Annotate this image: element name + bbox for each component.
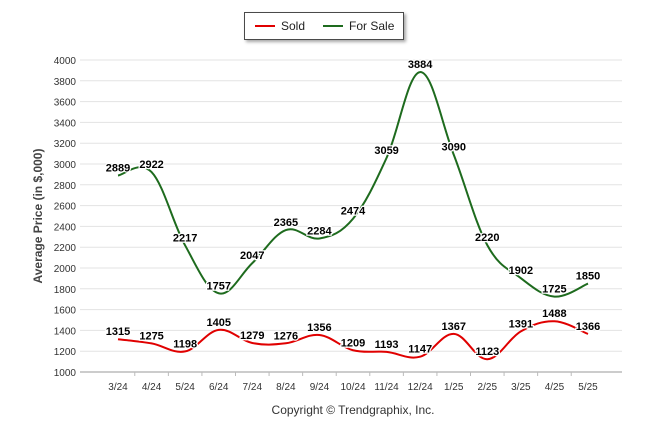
y-tick-label: 3200 <box>54 139 77 150</box>
for-sale-data-label: 2284 <box>307 225 332 237</box>
y-tick-label: 2600 <box>54 202 77 213</box>
sold-data-label: 1279 <box>240 330 264 342</box>
x-tick-label: 2/25 <box>478 382 498 393</box>
for-sale-data-label: 2047 <box>240 250 264 262</box>
y-axis-title: Average Price (in $,000) <box>31 148 45 284</box>
data-labels: 1315 1275 1198 1405 1279 1276 1356 1209 1193 1147… <box>105 58 602 360</box>
for-sale-swatch <box>323 25 344 27</box>
copyright-text: Copyright © Trendgraphix, Inc. <box>271 403 435 417</box>
y-tick-label: 2800 <box>54 181 77 192</box>
sold-data-label: 1275 <box>139 330 163 342</box>
sold-data-label: 1366 <box>576 321 600 333</box>
y-tick-label: 3800 <box>54 77 77 88</box>
sold-data-label: 1147 <box>408 344 432 356</box>
sold-data-label: 1391 <box>509 318 533 330</box>
sold-data-label: 1315 <box>106 326 130 338</box>
y-tick-label: 2000 <box>54 264 77 275</box>
for-sale-data-label: 3059 <box>374 145 398 157</box>
sold-data-label: 1198 <box>173 338 197 350</box>
x-tick-label: 9/24 <box>310 382 330 393</box>
for-sale-data-label: 2365 <box>274 217 298 229</box>
legend-label-sold: Sold <box>281 19 306 33</box>
for-sale-data-label: 2474 <box>341 206 366 218</box>
for-sale-data-label: 2889 <box>106 163 130 175</box>
y-tick-label: 1400 <box>54 326 77 337</box>
axes: 1000 1200 1400 1600 1800 2000 2200 2400 2600 2800… <box>54 56 622 393</box>
y-tick-label: 1600 <box>54 306 77 317</box>
for-sale-data-label: 2220 <box>475 232 499 244</box>
y-tick-label: 1000 <box>54 368 77 379</box>
y-tick-label: 1800 <box>54 285 77 296</box>
sold-data-label: 1367 <box>441 321 465 333</box>
series-lines <box>117 71 589 361</box>
sold-series-line <box>117 320 589 361</box>
y-tick-label: 4000 <box>54 56 77 67</box>
sold-swatch <box>255 25 275 27</box>
x-tick-label: 4/24 <box>142 382 162 393</box>
sold-data-label: 1356 <box>307 322 331 334</box>
legend-item-for-sale[interactable]: For Sale <box>323 19 394 33</box>
sold-data-label: 1488 <box>542 308 566 320</box>
x-tick-label: 10/24 <box>340 382 365 393</box>
for-sale-series-line <box>117 71 589 298</box>
x-tick-label: 5/24 <box>175 382 195 393</box>
sold-data-label: 1209 <box>341 337 365 349</box>
x-tick-label: 8/24 <box>276 382 296 393</box>
for-sale-data-label: 1725 <box>542 284 566 296</box>
x-tick-label: 3/24 <box>108 382 128 393</box>
y-tick-label: 1200 <box>54 347 77 358</box>
legend[interactable]: Sold For Sale <box>244 12 404 40</box>
x-tick-label: 3/25 <box>511 382 531 393</box>
x-tick-label: 11/24 <box>374 382 399 393</box>
x-tick-label: 6/24 <box>209 382 229 393</box>
x-tick-label: 1/25 <box>444 382 464 393</box>
for-sale-data-label: 2217 <box>173 232 197 244</box>
x-tick-label: 12/24 <box>408 382 433 393</box>
legend-item-sold[interactable]: Sold <box>255 19 305 33</box>
sold-data-label: 1405 <box>206 317 230 329</box>
y-tick-label: 3400 <box>54 118 77 129</box>
x-tick-label: 5/25 <box>578 382 598 393</box>
y-tick-label: 2200 <box>54 243 77 254</box>
x-tick-label: 7/24 <box>243 382 263 393</box>
for-sale-data-label: 1902 <box>509 265 533 277</box>
y-tick-label: 3000 <box>54 160 77 171</box>
for-sale-data-label: 2922 <box>139 159 163 171</box>
sold-data-label: 1123 <box>475 346 499 358</box>
sold-data-label: 1193 <box>375 339 399 351</box>
y-tick-label: 3600 <box>54 98 77 109</box>
x-tick-label: 4/25 <box>545 382 565 393</box>
legend-label-for-sale: For Sale <box>349 19 395 33</box>
for-sale-data-label: 1757 <box>206 280 230 292</box>
sold-data-label: 1276 <box>274 330 298 342</box>
for-sale-data-label: 3090 <box>441 142 465 154</box>
for-sale-data-label: 3884 <box>408 59 433 71</box>
grid-lines <box>80 59 622 373</box>
for-sale-data-label: 1850 <box>576 271 600 283</box>
y-tick-label: 2400 <box>54 222 77 233</box>
